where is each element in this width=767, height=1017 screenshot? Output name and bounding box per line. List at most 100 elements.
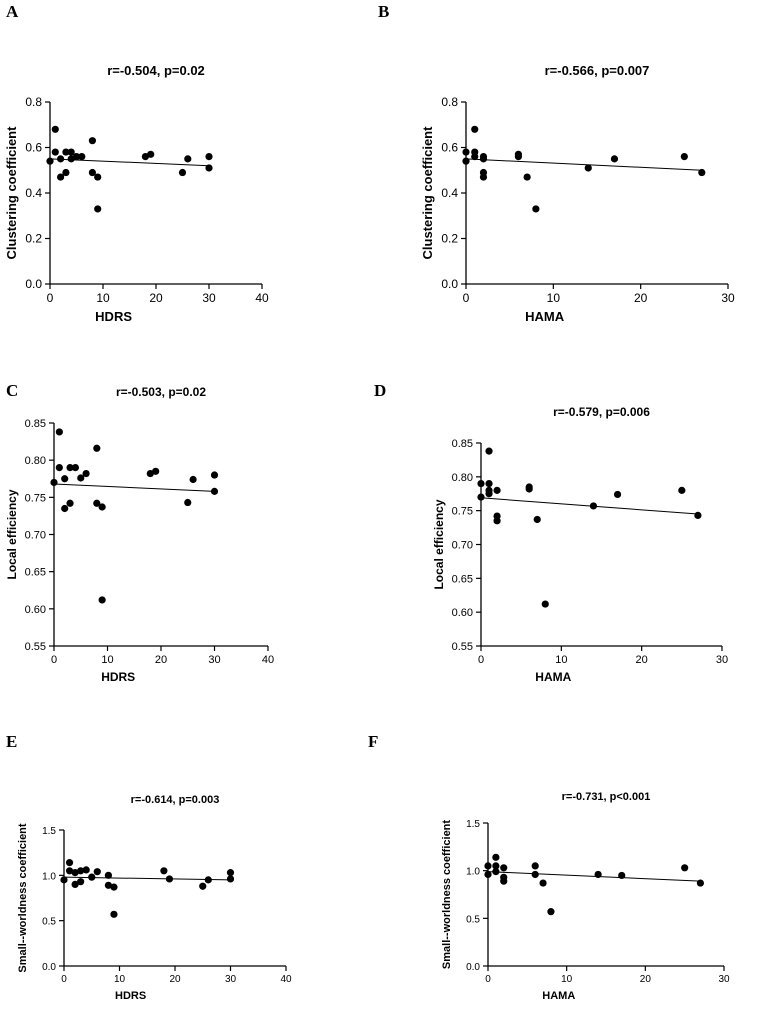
y-tick-label: 0.60 — [452, 607, 473, 619]
x-axis-label: HAMA — [525, 309, 565, 324]
data-point — [462, 157, 470, 165]
data-point — [62, 148, 70, 156]
y-axis-label: Small--worldness coefficient — [441, 820, 453, 969]
y-tick-label: 0.6 — [441, 141, 458, 155]
y-tick-label: 0.70 — [25, 530, 46, 542]
chart-title: r=-0.579, p=0.006 — [553, 405, 650, 419]
x-tick-label: 20 — [640, 974, 652, 985]
data-point — [541, 600, 549, 608]
y-tick-label: 0.8 — [441, 95, 458, 109]
y-tick-label: 0.4 — [25, 186, 42, 200]
regression-line — [487, 871, 701, 882]
x-tick-label: 10 — [561, 974, 573, 985]
chart-panel-b: r=-0.566, p=0.007 0 10 20 30 0.0 0.2 0.4 0.6 0.8 H… — [420, 63, 735, 324]
data-point — [479, 155, 488, 163]
y-tick-label: 0.70 — [452, 540, 473, 552]
data-point — [493, 517, 501, 525]
data-point — [55, 428, 63, 436]
x-tick-label: 10 — [101, 654, 113, 666]
data-point — [613, 490, 622, 499]
data-point — [77, 474, 85, 482]
x-tick-label: 0 — [478, 654, 484, 666]
x-tick-label: 30 — [716, 654, 728, 666]
data-point — [88, 168, 96, 177]
data-point — [531, 862, 539, 870]
data-point — [189, 475, 197, 484]
y-tick-label: 0.85 — [25, 418, 46, 430]
data-point — [205, 164, 213, 172]
data-point — [471, 153, 479, 161]
data-point — [618, 871, 626, 880]
data-point — [678, 486, 686, 494]
y-tick-label: 1.0 — [42, 871, 56, 882]
data-point — [493, 486, 501, 494]
x-tick-label: 20 — [634, 291, 648, 305]
data-point — [210, 487, 219, 495]
data-point — [93, 499, 101, 507]
regression-line — [53, 483, 215, 492]
y-tick-label: 0.80 — [452, 472, 473, 484]
chart-panel-a: r=-0.504, p=0.02 0 10 20 30 40 0.0 0.2 0.4 0.6 0.8… — [4, 63, 269, 324]
data-point — [104, 871, 112, 879]
data-point — [62, 168, 70, 177]
x-tick-label: 0 — [463, 291, 470, 305]
panel-letter-c: C — [6, 381, 19, 400]
data-point — [500, 864, 508, 872]
data-point — [51, 125, 59, 133]
data-point — [485, 490, 493, 498]
data-point — [93, 444, 101, 452]
x-tick-label: 10 — [96, 291, 110, 305]
x-tick-label: 30 — [721, 291, 735, 305]
x-axis-label: HAMA — [542, 990, 575, 1002]
y-tick-label: 0.4 — [441, 186, 458, 200]
data-point — [65, 867, 74, 875]
chart-title: r=-0.566, p=0.007 — [545, 63, 650, 78]
data-point — [71, 869, 79, 877]
data-point — [610, 155, 619, 163]
data-point — [57, 173, 65, 181]
x-tick-label: 10 — [547, 291, 561, 305]
data-point — [525, 485, 533, 493]
data-point — [57, 155, 65, 163]
data-point — [82, 866, 90, 874]
data-point — [61, 475, 69, 483]
y-tick-label: 0.8 — [25, 95, 42, 109]
data-point — [71, 464, 79, 472]
data-point — [88, 137, 96, 145]
data-point — [471, 125, 479, 133]
data-point — [484, 862, 492, 870]
data-point — [60, 876, 68, 884]
data-point — [72, 153, 81, 161]
x-tick-label: 30 — [208, 654, 220, 666]
data-point — [165, 875, 174, 883]
y-tick-label: 0.65 — [25, 567, 46, 579]
y-axis-label: Clustering coefficient — [4, 126, 19, 260]
y-axis-label: Local efficiency — [5, 489, 19, 579]
data-point — [477, 493, 485, 501]
data-point — [104, 881, 112, 889]
chart-panel-f: r=-0.731, p<0.001 0 10 20 30 0.0 0.5 1.0 1.5 HAMA… — [441, 791, 730, 1002]
y-tick-label: 0.80 — [25, 455, 46, 467]
panel-letter-e: E — [6, 732, 18, 751]
data-point — [594, 870, 602, 879]
y-tick-label: 0.0 — [42, 962, 56, 973]
data-point — [199, 882, 207, 890]
data-point — [205, 153, 213, 161]
data-point — [82, 469, 90, 478]
x-tick-label: 30 — [718, 974, 730, 985]
chart-title: r=-0.731, p<0.001 — [562, 791, 651, 803]
y-tick-label: 1.5 — [42, 826, 56, 837]
y-tick-label: 0.60 — [25, 604, 46, 616]
x-tick-label: 0 — [61, 974, 67, 985]
data-point — [147, 150, 155, 158]
data-point — [532, 205, 540, 213]
data-point — [492, 868, 500, 876]
data-point — [88, 873, 96, 881]
y-tick-label: 1.0 — [466, 867, 480, 878]
data-point — [547, 908, 555, 916]
x-tick-label: 30 — [225, 974, 237, 985]
panel-letter-f: F — [368, 732, 379, 751]
data-point — [226, 869, 235, 877]
data-point — [94, 173, 102, 181]
